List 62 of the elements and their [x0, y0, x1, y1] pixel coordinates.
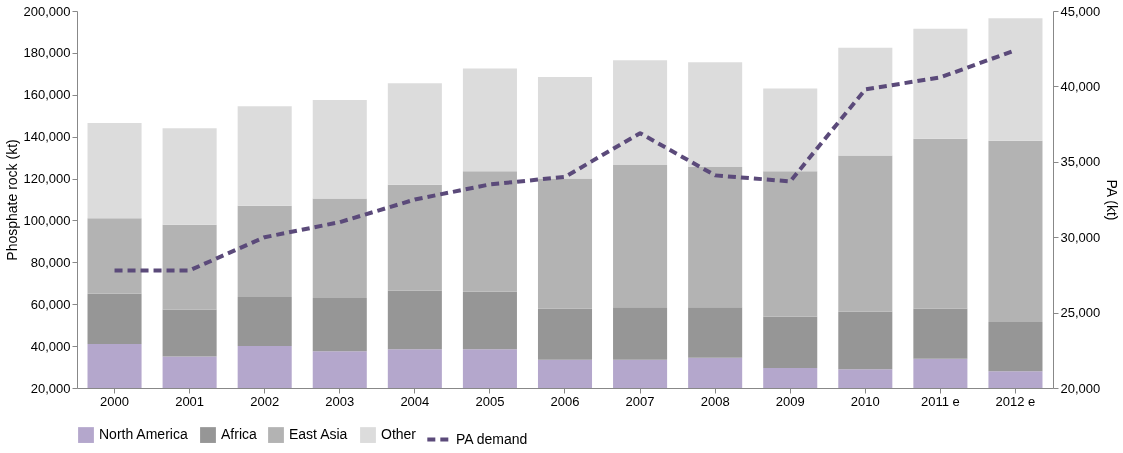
x-tick-label: 2007 — [625, 393, 655, 409]
bar — [613, 164, 668, 308]
x-tick-label: 2010 — [850, 393, 880, 409]
bar — [462, 68, 517, 172]
x-tick-label: 2008 — [700, 393, 730, 409]
y-tick-label: 120,000 — [23, 171, 71, 187]
bar — [913, 28, 968, 139]
bar — [387, 184, 442, 291]
legend-label: East Asia — [289, 426, 348, 443]
y-tick-label: 20,000 — [30, 380, 71, 396]
y-tick-label: 60,000 — [30, 296, 71, 312]
bar — [387, 83, 442, 185]
bar — [613, 60, 668, 165]
y-tick-label: 200,000 — [23, 3, 71, 19]
x-tick-label: 2000 — [100, 393, 129, 409]
bar — [688, 167, 743, 308]
x-tick-label: 2001 — [175, 393, 205, 409]
legend-label: Other — [381, 426, 417, 443]
y2-tick-label: 35,000 — [1060, 154, 1101, 170]
y-tick-label: 40,000 — [30, 338, 71, 354]
bar — [913, 138, 968, 309]
bar — [988, 18, 1043, 141]
bar — [237, 106, 292, 206]
y2-tick-label: 30,000 — [1060, 229, 1101, 245]
bar — [462, 171, 517, 292]
y-tick-label: 140,000 — [23, 129, 71, 145]
bar — [988, 140, 1043, 323]
x-tick-label: 2002 — [250, 393, 280, 409]
bar — [838, 155, 893, 312]
bar — [537, 76, 593, 179]
bar — [162, 224, 217, 310]
y2-tick-label: 25,000 — [1060, 305, 1101, 321]
x-tick-label: 2004 — [400, 393, 430, 409]
bar — [87, 218, 142, 294]
y-tick-label: 100,000 — [23, 212, 71, 228]
bar — [312, 100, 367, 199]
x-tick-label: 2003 — [325, 393, 355, 409]
bar — [838, 47, 893, 156]
bar — [87, 123, 142, 219]
legend-label: North America — [99, 426, 188, 443]
x-tick-label: 2011 e — [920, 393, 960, 409]
bar — [162, 128, 217, 225]
bar — [763, 88, 818, 172]
x-tick-label: 2012 e — [995, 393, 1036, 409]
bar — [312, 198, 367, 298]
y2-tick-label: 40,000 — [1060, 78, 1101, 94]
y-tick-label: 180,000 — [23, 45, 71, 61]
y-tick-label: 160,000 — [23, 87, 71, 103]
y2-tick-label: 20,000 — [1060, 380, 1101, 396]
x-tick-label: 2005 — [475, 393, 505, 409]
legend-label: Africa — [221, 426, 257, 443]
bar — [537, 178, 593, 309]
x-tick-label: 2006 — [550, 393, 580, 409]
y-tick-label: 80,000 — [30, 254, 71, 270]
y2-tick-label: 45,000 — [1060, 3, 1101, 19]
bar — [688, 62, 743, 168]
legend-label: PA demand — [456, 430, 528, 447]
bar — [237, 205, 292, 297]
y2-axis-title: PA (kt) — [1104, 179, 1121, 221]
bar — [763, 171, 818, 317]
x-tick-label: 2009 — [775, 393, 805, 409]
y-axis-title: Phosphate rock (kt) — [3, 139, 20, 261]
